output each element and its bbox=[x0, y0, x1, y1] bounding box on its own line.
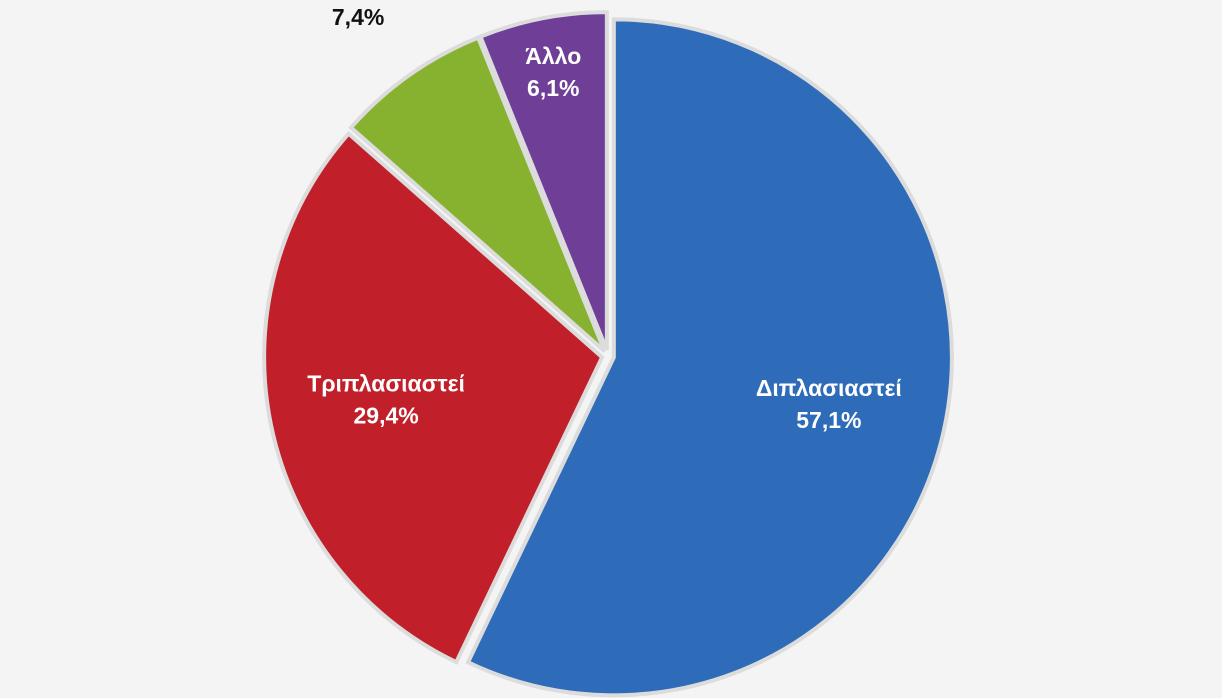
slice-name: Άλλο bbox=[525, 43, 581, 69]
pie-slice bbox=[348, 35, 607, 353]
slice-value-label: 29,4% bbox=[353, 402, 418, 428]
slice-name: Διπλασιαστεί bbox=[756, 375, 902, 401]
pie-slice bbox=[262, 130, 605, 665]
slice-value-label: 57,1% bbox=[796, 407, 861, 433]
slice-value-label: 6,1% bbox=[527, 75, 579, 101]
slice-name: Τριπλασιαστεί bbox=[307, 370, 465, 396]
pie-slice bbox=[465, 17, 954, 698]
pie-slice bbox=[477, 10, 609, 351]
slice-value-label: 7,4% bbox=[332, 4, 384, 30]
